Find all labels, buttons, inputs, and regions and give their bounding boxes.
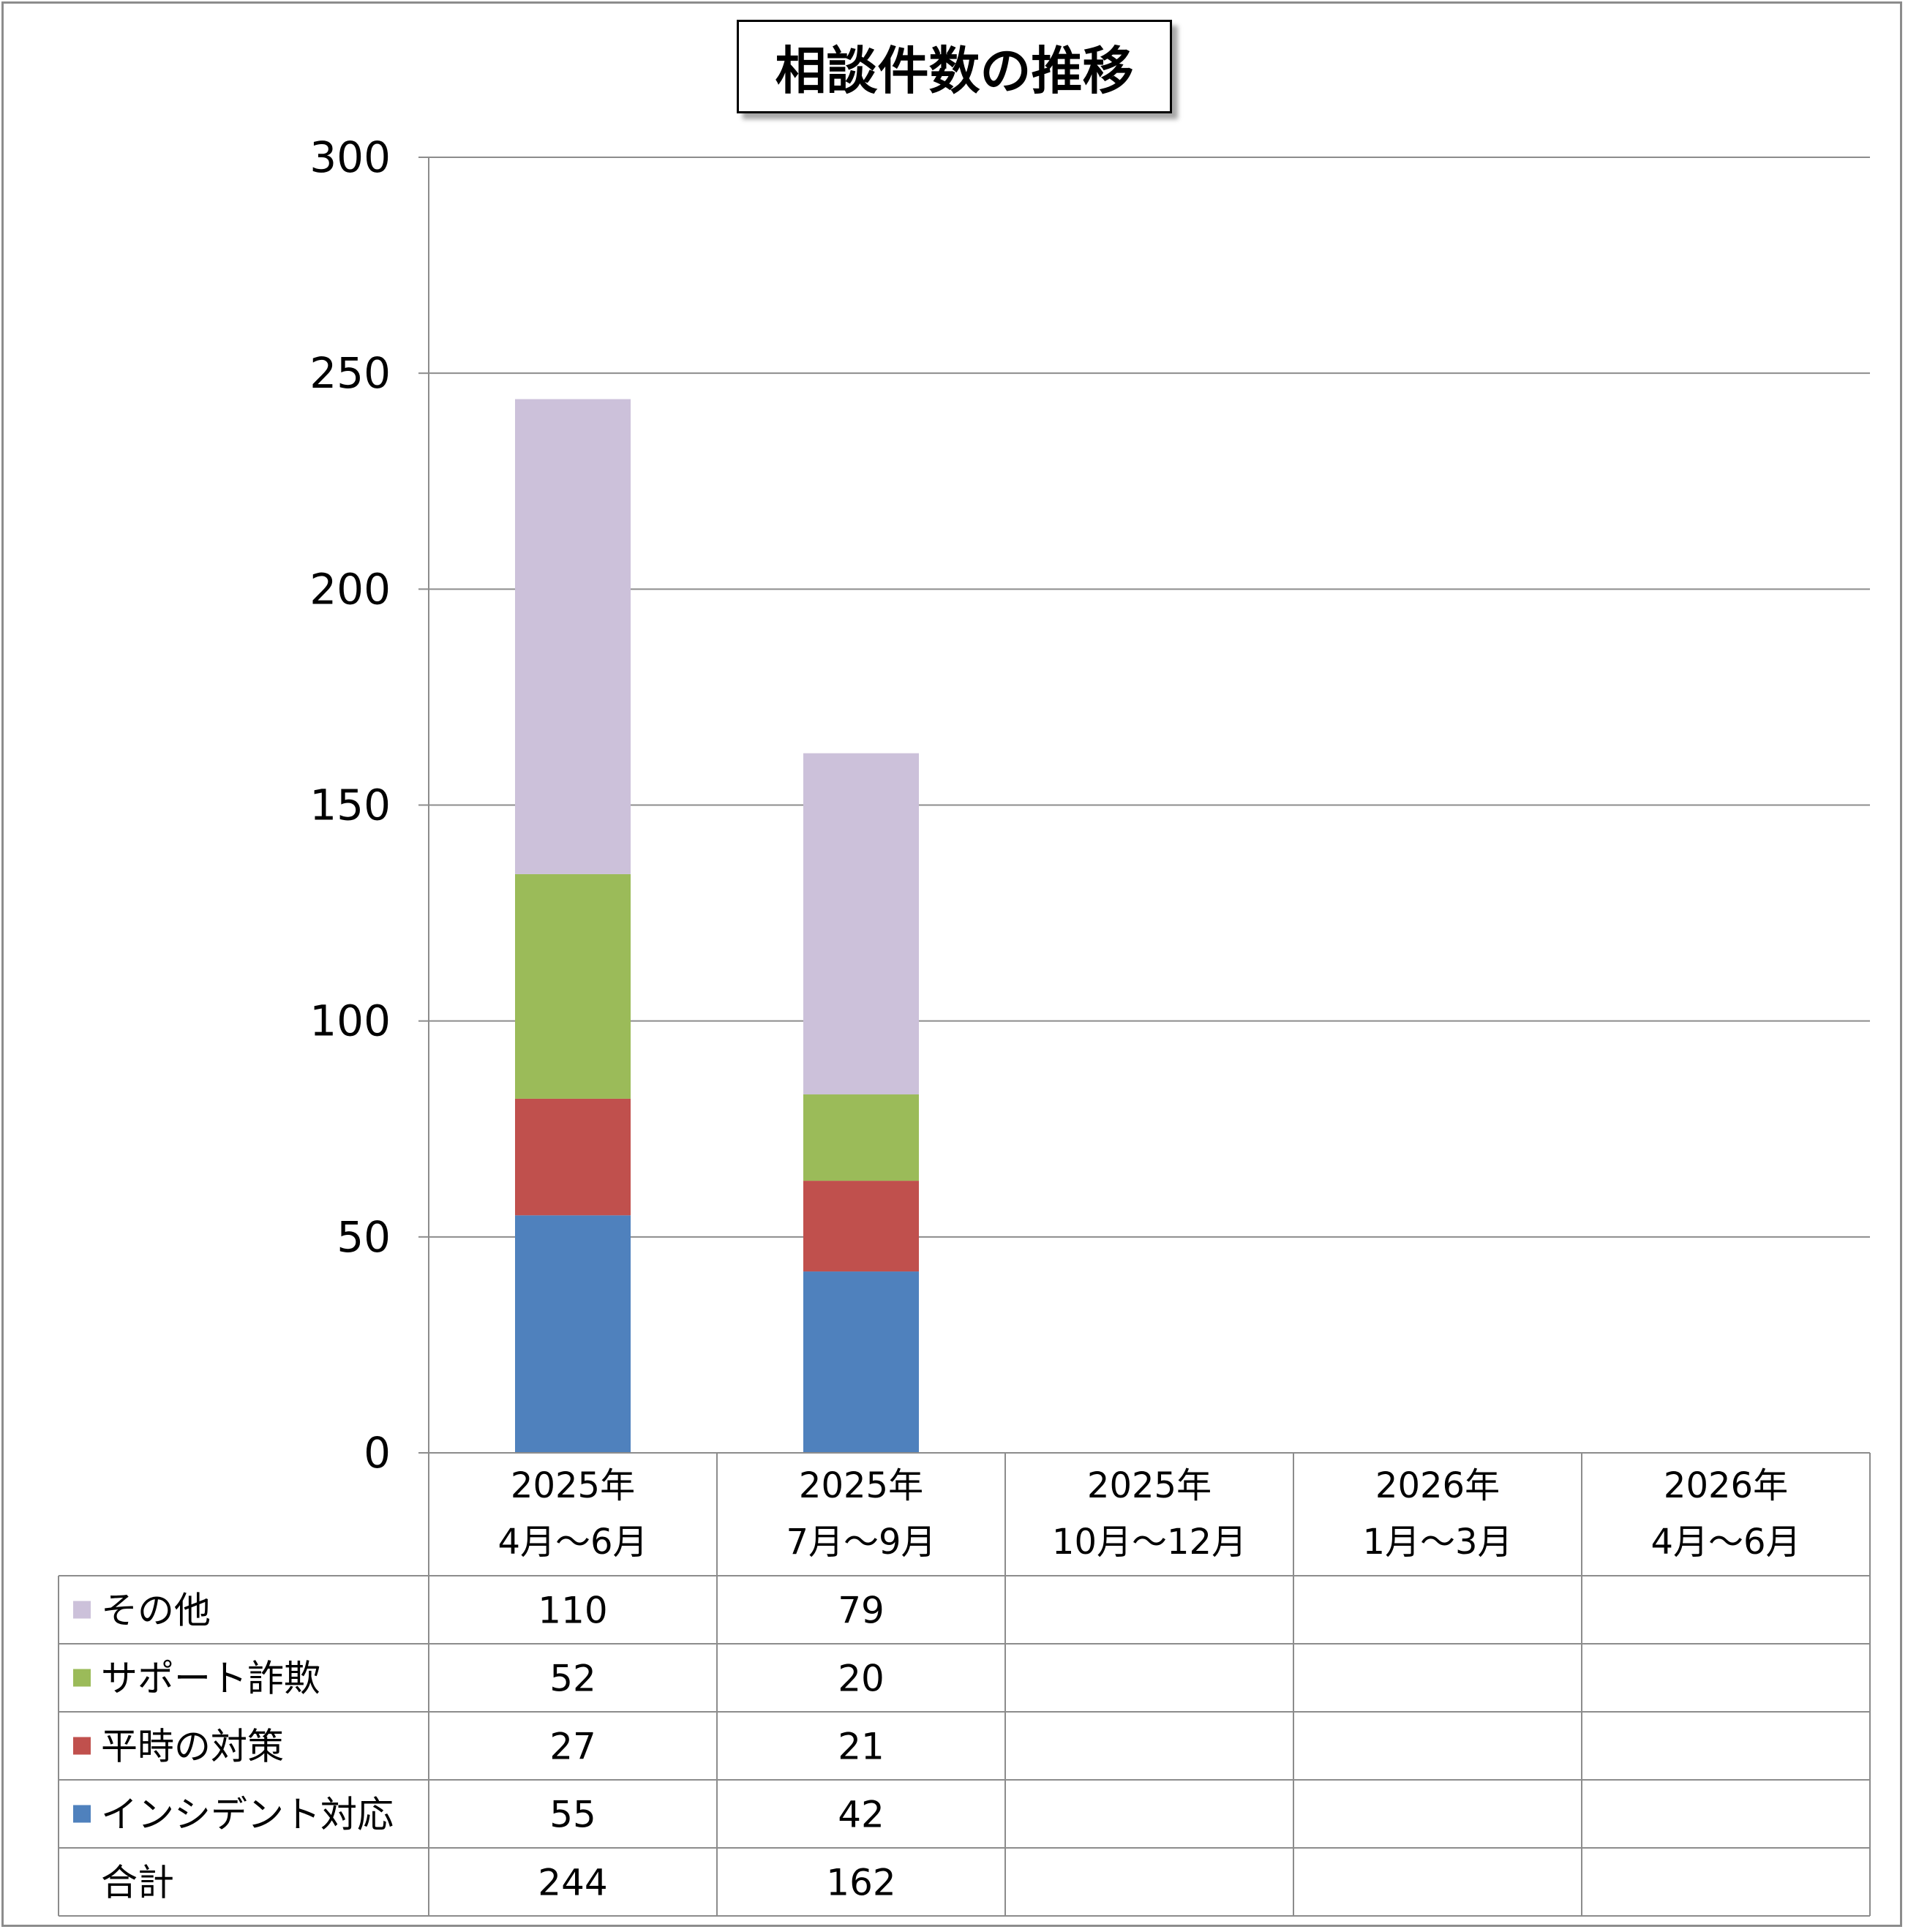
legend-swatch — [73, 1737, 91, 1755]
legend-swatch — [73, 1669, 91, 1687]
y-tick-label: 50 — [337, 1212, 391, 1262]
legend-swatch — [73, 1805, 91, 1823]
chart-title: 相談件数の推移 — [737, 20, 1172, 113]
table-cell-value: 21 — [838, 1726, 884, 1768]
bar-segment — [803, 1271, 919, 1453]
legend-swatch — [73, 1601, 91, 1619]
x-category-label-line1: 2025年 — [1087, 1465, 1212, 1506]
table-row-label: 合計 — [101, 1862, 174, 1904]
y-tick-label: 250 — [309, 348, 391, 398]
x-category-label-line1: 2025年 — [799, 1465, 923, 1506]
bar-segment — [803, 1181, 919, 1272]
table-cell-value: 110 — [538, 1590, 607, 1632]
table-row-label: 平時の対策 — [101, 1726, 284, 1768]
y-tick-label: 200 — [309, 564, 391, 614]
bar-segment — [803, 753, 919, 1095]
bar-segment — [803, 1094, 919, 1181]
y-tick-label: 100 — [309, 996, 391, 1046]
table-cell-value: 52 — [549, 1658, 596, 1700]
bar-segment — [515, 399, 631, 874]
x-category-label-line1: 2025年 — [511, 1465, 635, 1506]
bar-segment — [515, 873, 631, 1099]
x-category-label-line2: 1月～3月 — [1362, 1522, 1512, 1563]
x-category-label-line1: 2026年 — [1664, 1465, 1788, 1506]
table-cell-value: 20 — [838, 1658, 884, 1700]
table-row-label: その他 — [101, 1590, 211, 1632]
table-cell-value: 79 — [838, 1590, 884, 1632]
table-row-label: インシデント対応 — [101, 1794, 394, 1836]
table-cell-value: 55 — [549, 1794, 596, 1836]
y-tick-label: 150 — [309, 781, 391, 830]
table-row-label: サポート詐欺 — [101, 1658, 320, 1700]
table-cell-value: 42 — [838, 1794, 884, 1836]
x-category-label-line1: 2026年 — [1375, 1465, 1500, 1506]
x-category-label-line2: 10月～12月 — [1052, 1522, 1247, 1563]
bar-segment — [515, 1098, 631, 1216]
x-category-label-line2: 4月～6月 — [497, 1522, 647, 1563]
x-category-label-line2: 4月～6月 — [1650, 1522, 1800, 1563]
table-cell-value: 162 — [826, 1862, 895, 1904]
table-cell-value: 27 — [549, 1726, 596, 1768]
x-category-label-line2: 7月～9月 — [786, 1522, 936, 1563]
y-tick-label: 0 — [364, 1428, 391, 1478]
table-cell-value: 244 — [538, 1862, 607, 1904]
bar-segment — [515, 1215, 631, 1453]
y-tick-label: 300 — [309, 132, 391, 182]
